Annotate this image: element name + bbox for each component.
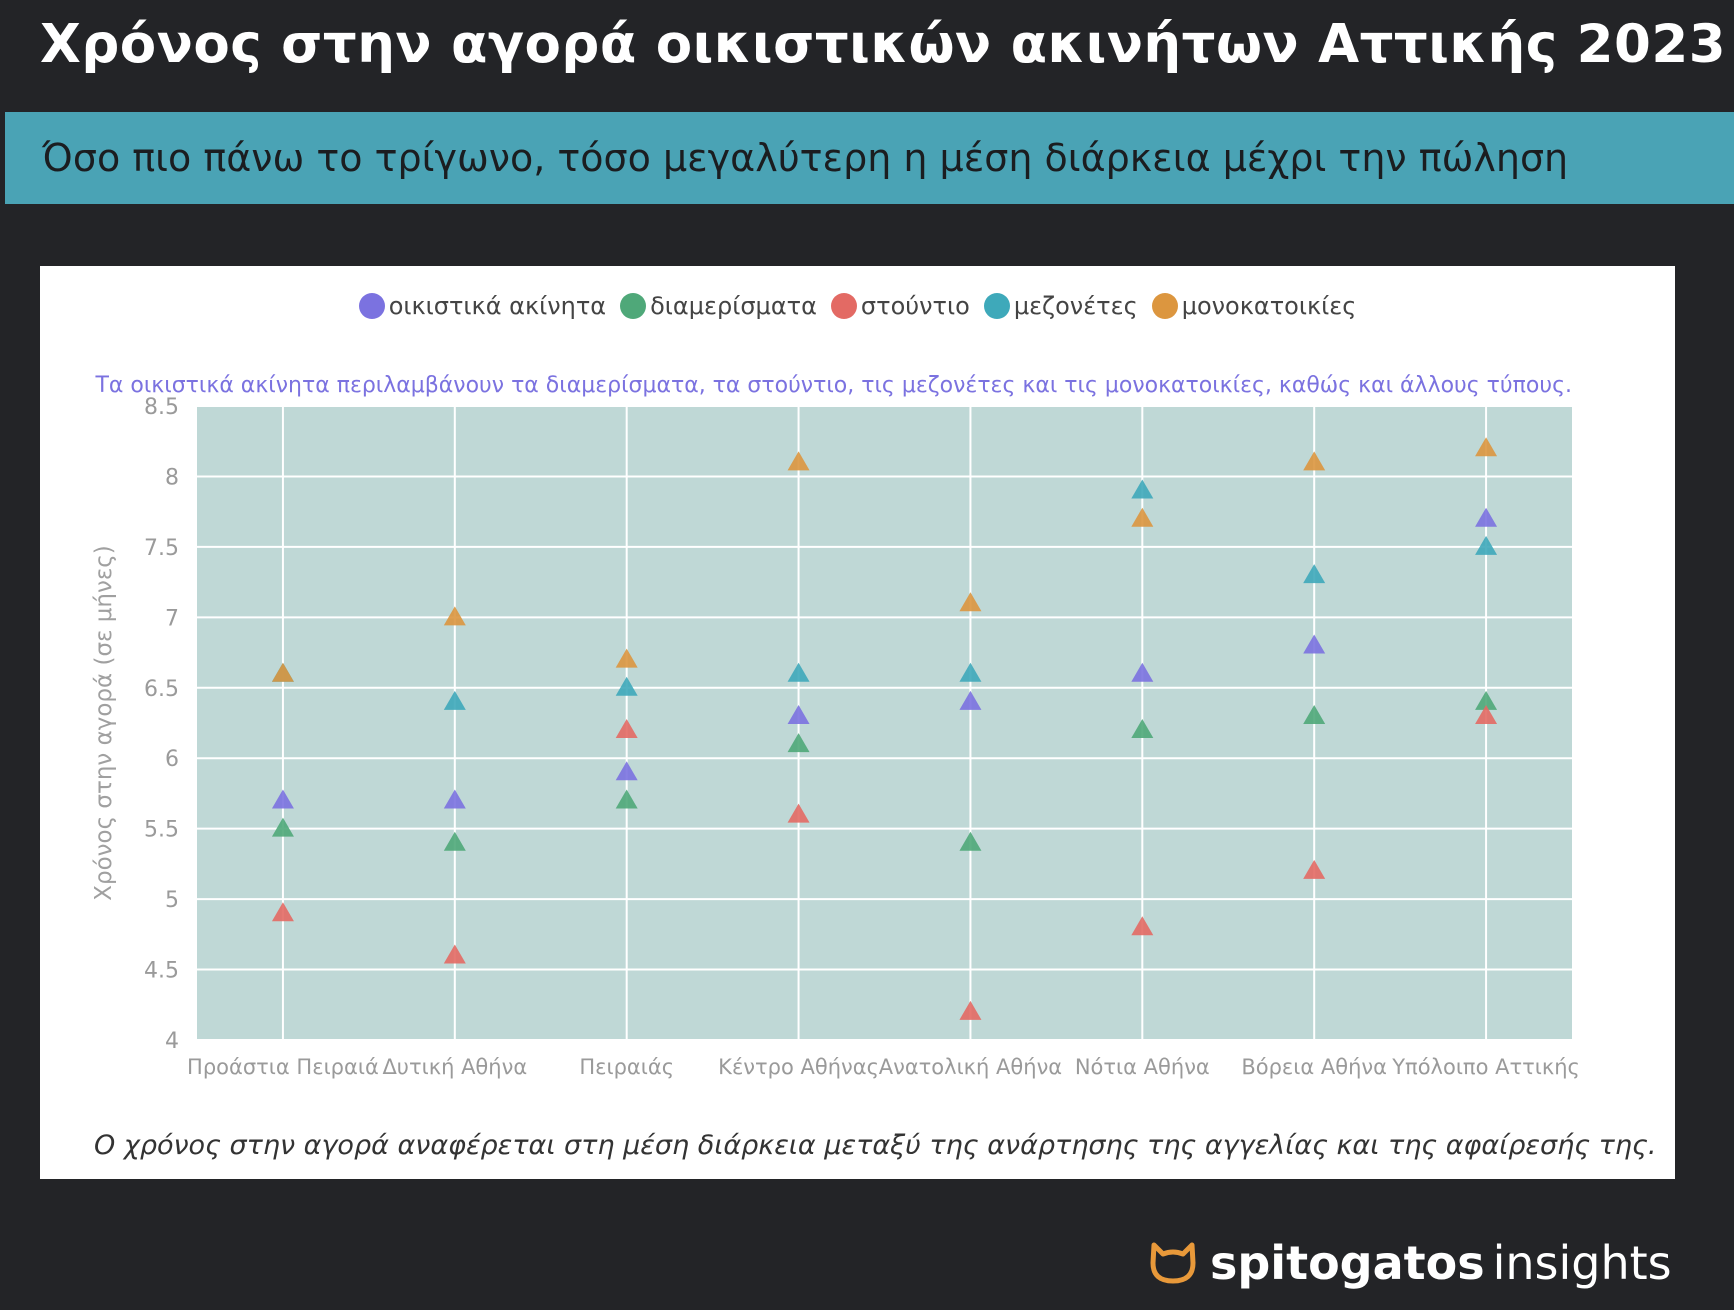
x-tick-label: Κέντρο Αθήνας [718,1055,879,1079]
data-point-triangle [1303,451,1326,471]
data-point-triangle [1475,535,1498,555]
y-tick-label: 7 [165,606,179,631]
data-point-triangle [1303,634,1326,654]
y-tick-label: 6 [165,747,179,772]
legend-swatch [1151,293,1178,319]
data-point-triangle [959,690,982,710]
data-point-triangle [1131,507,1154,527]
x-tick-label: Ανατολική Αθήνα [879,1055,1062,1079]
x-tick-label: Δυτική Αθήνα [382,1055,527,1079]
y-tick-label: 4.5 [144,959,179,984]
brand-logo: spitogatos insights [1148,1236,1672,1290]
y-tick-label: 4 [165,1029,179,1054]
data-point-triangle [1303,859,1326,879]
data-point-triangle [1131,662,1154,682]
data-point-triangle [443,690,466,710]
y-axis-label: Χρόνος στην αγορά (σε μήνες) [91,545,117,901]
brand-name: spitogatos [1210,1236,1485,1290]
y-tick-label: 5 [165,888,179,913]
legend-swatch [620,293,647,319]
scatter-chart: 4 4.5 5 5.5 6 6.5 7 7.5 8 8.5 Προάστια Πειραιά Δυτι… [91,373,1580,1079]
subtitle-banner: Όσο πιο πάνω το τρίγωνο, τόσο μεγαλύτερη… [5,112,1734,204]
data-point-triangle [1303,704,1326,724]
data-point-triangle [1131,479,1154,499]
data-point-triangle [443,789,466,809]
data-point-triangle [615,676,638,696]
y-tick-label: 6.5 [144,677,179,702]
y-tick-label: 5.5 [144,818,179,843]
x-tick-label: Προάστια Πειραιά [187,1055,379,1079]
legend-label: στούντιο [860,292,970,320]
data-point-triangle [271,817,294,837]
data-point-triangle [787,704,810,724]
legend-label: διαμερίσματα [650,292,817,320]
data-point-triangle [271,902,294,922]
chart-footnote: Ο χρόνος στην αγορά αναφέρεται στη μέση … [94,1130,1657,1161]
data-point-triangle [443,606,466,626]
brand-suffix: insights [1492,1236,1672,1290]
data-point-triangle [1475,704,1498,724]
data-point-triangle [959,662,982,682]
legend-item[interactable]: μεζονέτες [983,292,1138,320]
legend-swatch [830,293,857,319]
data-point-triangle [787,662,810,682]
data-point-triangle [271,662,294,682]
x-tick-label: Βόρεια Αθήνα [1241,1055,1387,1079]
data-point-triangle [787,451,810,471]
y-tick-label: 8.5 [144,395,179,420]
chart-legend: οικιστικά ακίνητα διαμερίσματα στούντιο μεζ… [40,292,1675,320]
legend-label: μεζονέτες [1013,292,1138,320]
legend-item[interactable]: διαμερίσματα [620,292,817,320]
data-point-triangle [615,648,638,668]
data-point-triangle [615,719,638,739]
y-tick-label: 8 [165,465,179,490]
y-tick-label: 7.5 [144,536,179,561]
data-point-triangle [1475,690,1498,710]
plot-area [197,406,1572,1040]
data-point-triangle [1475,437,1498,457]
x-tick-label: Πειραιάς [579,1055,674,1079]
legend-swatch [983,293,1010,319]
data-point-triangle [443,831,466,851]
x-tick-label: Υπόλοιπο Αττικής [1391,1055,1580,1079]
data-point-triangle [1131,916,1154,936]
chart-annotation: Τα οικιστικά ακίνητα περιλαμβάνουν τα δι… [94,373,1572,398]
data-point-triangle [615,789,638,809]
page-title: Χρόνος στην αγορά οικιστικών ακινήτων Ατ… [40,14,1727,75]
data-point-triangle [787,803,810,823]
data-point-triangle [615,761,638,781]
data-point-triangle [1303,564,1326,584]
legend-item[interactable]: μονοκατοικίες [1151,292,1357,320]
cat-head-icon [1150,1242,1196,1284]
data-point-triangle [959,831,982,851]
data-point-triangle [1131,719,1154,739]
legend-label: οικιστικά ακίνητα [388,292,607,320]
subtitle-text: Όσο πιο πάνω το τρίγωνο, τόσο μεγαλύτερη… [42,136,1569,180]
chart-card: 4 4.5 5 5.5 6 6.5 7 7.5 8 8.5 Προάστια Πειραιά Δυτι… [40,266,1675,1179]
x-tick-label: Νότια Αθήνα [1075,1055,1210,1079]
data-point-triangle [271,789,294,809]
legend-swatch [358,293,385,319]
data-point-triangle [443,944,466,964]
legend-item[interactable]: στούντιο [830,292,970,320]
data-point-triangle [787,733,810,753]
legend-item[interactable]: οικιστικά ακίνητα [358,292,607,320]
legend-label: μονοκατοικίες [1181,292,1357,320]
data-point-triangle [959,592,982,612]
data-point-triangle [959,1000,982,1020]
data-point-triangle [1475,507,1498,527]
